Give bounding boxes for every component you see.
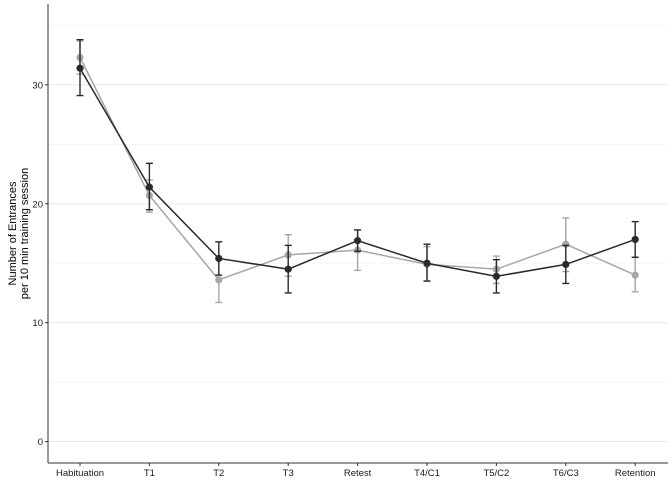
- data-point: [631, 235, 639, 244]
- grid-layer: [48, 25, 668, 443]
- y-tick-label: 0: [38, 437, 43, 448]
- data-point: [423, 259, 431, 267]
- y-axis-title: Number of Entrancesper 10 min training s…: [7, 168, 31, 299]
- y-axis-title-line: Number of Entrances: [7, 181, 19, 285]
- x-tick-label: T2: [213, 468, 224, 479]
- x-tick-label: T6/C3: [553, 468, 579, 479]
- series-layer: [76, 38, 639, 304]
- x-tick-label: T5/C2: [483, 468, 509, 479]
- x-tick-label: T1: [144, 468, 155, 479]
- series-2: [76, 38, 639, 294]
- data-point: [562, 260, 570, 269]
- data-point: [76, 64, 84, 72]
- data-point: [215, 276, 223, 284]
- y-tick-label: 20: [32, 199, 43, 210]
- y-tick-label: 10: [32, 318, 43, 329]
- x-tick-label: T3: [283, 468, 294, 479]
- data-point: [492, 272, 500, 280]
- x-tick-label: T4/C1: [414, 468, 440, 479]
- data-point: [215, 254, 223, 263]
- data-point: [145, 183, 153, 191]
- x-tick-label: Habituation: [56, 468, 104, 479]
- y-axis-title-line: per 10 min training session: [19, 168, 31, 299]
- data-point: [284, 265, 292, 273]
- data-point: [631, 271, 639, 279]
- y-tick-label: 30: [32, 80, 43, 91]
- label-layer: 0 10 20 30 Habituation T1 T2 T3 Retest T4/C1 T5/C2…: [7, 80, 656, 479]
- x-tick-label: Retention: [615, 468, 656, 479]
- x-tick-label: Retest: [344, 468, 372, 479]
- axis-layer: [45, 4, 668, 466]
- data-point: [354, 237, 362, 245]
